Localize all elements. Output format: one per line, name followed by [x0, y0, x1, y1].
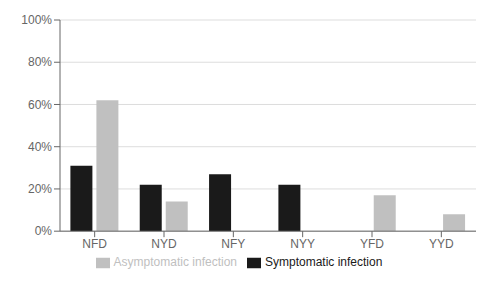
svg-text:NFY: NFY: [221, 237, 245, 251]
svg-text:20%: 20%: [28, 182, 52, 196]
svg-text:80%: 80%: [28, 55, 52, 69]
svg-text:NYD: NYD: [151, 237, 177, 251]
svg-text:NYY: NYY: [290, 237, 315, 251]
svg-text:NFD: NFD: [82, 237, 107, 251]
html-text:Symptomatic infection: Symptomatic infection: [265, 255, 383, 270]
svg-text:40%: 40%: [28, 140, 52, 154]
svg-text:0%: 0%: [35, 224, 53, 238]
html-text:Asymptomatic infection: Asymptomatic infection: [113, 255, 237, 270]
svg-text:YYD: YYD: [429, 237, 454, 251]
svg-text:YFD: YFD: [360, 237, 384, 251]
svg-text:60%: 60%: [28, 98, 52, 112]
svg-text:100%: 100%: [21, 13, 52, 27]
